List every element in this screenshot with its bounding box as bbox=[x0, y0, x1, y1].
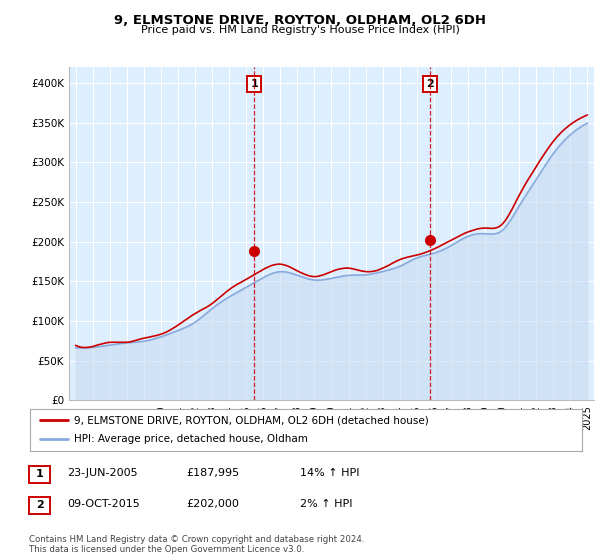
Text: 9, ELMSTONE DRIVE, ROYTON, OLDHAM, OL2 6DH: 9, ELMSTONE DRIVE, ROYTON, OLDHAM, OL2 6… bbox=[114, 14, 486, 27]
Text: 2: 2 bbox=[36, 500, 43, 510]
Text: 14% ↑ HPI: 14% ↑ HPI bbox=[300, 468, 359, 478]
Text: 1: 1 bbox=[36, 469, 43, 479]
Text: 9, ELMSTONE DRIVE, ROYTON, OLDHAM, OL2 6DH (detached house): 9, ELMSTONE DRIVE, ROYTON, OLDHAM, OL2 6… bbox=[74, 415, 429, 425]
Text: 1: 1 bbox=[251, 79, 259, 89]
Text: 23-JUN-2005: 23-JUN-2005 bbox=[67, 468, 138, 478]
Text: 2% ↑ HPI: 2% ↑ HPI bbox=[300, 499, 353, 509]
Text: £187,995: £187,995 bbox=[186, 468, 239, 478]
Text: £202,000: £202,000 bbox=[186, 499, 239, 509]
Text: Contains HM Land Registry data © Crown copyright and database right 2024.
This d: Contains HM Land Registry data © Crown c… bbox=[29, 535, 364, 554]
Text: 09-OCT-2015: 09-OCT-2015 bbox=[67, 499, 140, 509]
Text: HPI: Average price, detached house, Oldham: HPI: Average price, detached house, Oldh… bbox=[74, 435, 308, 445]
Text: Price paid vs. HM Land Registry's House Price Index (HPI): Price paid vs. HM Land Registry's House … bbox=[140, 25, 460, 35]
Text: 2: 2 bbox=[426, 79, 434, 89]
